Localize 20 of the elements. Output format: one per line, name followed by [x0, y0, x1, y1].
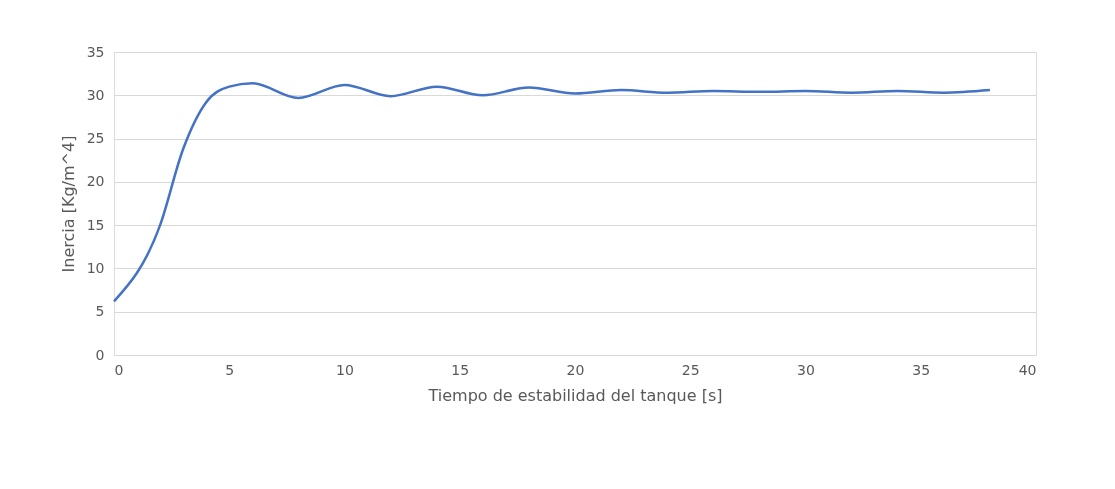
x-tick-label: 25 — [681, 361, 700, 378]
y-tick-label: 30 — [86, 86, 105, 103]
x-tick-label: 40 — [1018, 361, 1037, 378]
y-axis-title: Inercia [Kg/m^4] — [58, 135, 78, 273]
x-tick-label: 30 — [797, 361, 815, 378]
x-tick-label: 15 — [451, 361, 470, 378]
y-tick-label: 20 — [86, 173, 105, 190]
x-tick-label: 35 — [912, 361, 931, 378]
y-tick-label: 35 — [86, 43, 105, 60]
y-tick-label: 0 — [95, 346, 105, 363]
y-tick-label: 10 — [86, 259, 105, 276]
y-tick-label: 15 — [86, 216, 105, 233]
x-tick-label: 5 — [225, 361, 235, 378]
x-axis-title: Tiempo de estabilidad del tanque [s] — [427, 385, 723, 405]
x-tick-label: 10 — [336, 361, 354, 378]
y-tick-label: 5 — [95, 303, 105, 320]
line-series — [112, 81, 992, 303]
y-tick-label: 25 — [86, 130, 105, 147]
x-tick-label: 20 — [566, 361, 585, 378]
x-tick-label: 0 — [114, 361, 124, 378]
